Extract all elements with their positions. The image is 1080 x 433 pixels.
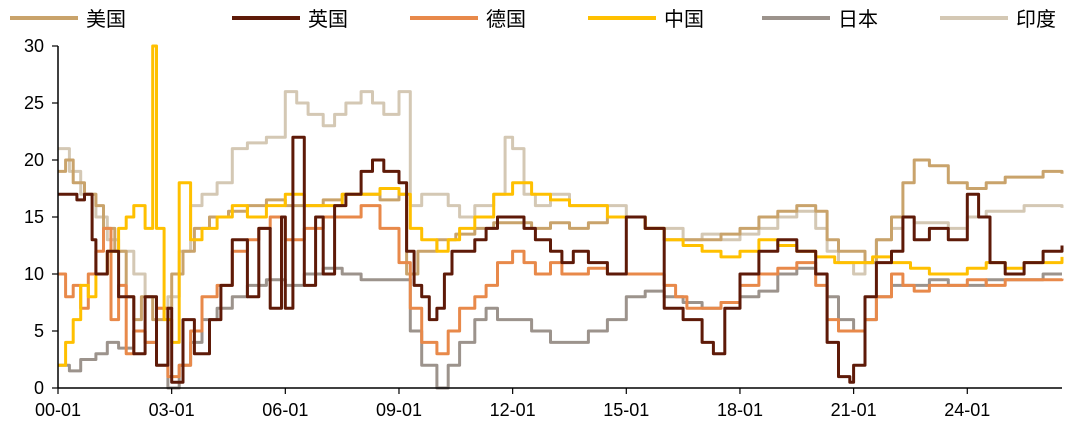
legend-label: 德国	[486, 7, 526, 31]
series-line-1	[58, 135, 1064, 384]
y-ticks: 0 5 10 15 20 25 30	[24, 36, 58, 398]
legend-label: 中国	[664, 7, 704, 31]
x-tick-label: 09-01	[376, 400, 422, 420]
legend: 美国 英国 德国 中国 日本 印度	[10, 7, 1056, 31]
series-line-3	[58, 44, 1064, 367]
y-tick-label: 15	[24, 207, 44, 227]
legend-label: 印度	[1016, 7, 1056, 31]
series-line-0	[58, 158, 1064, 322]
y-tick-label: 25	[24, 93, 44, 113]
x-tick-label: 24-01	[944, 400, 990, 420]
x-tick-label: 06-01	[262, 400, 308, 420]
y-tick-label: 20	[24, 150, 44, 170]
y-tick-label: 30	[24, 36, 44, 56]
x-tick-label: 18-01	[717, 400, 763, 420]
y-tick-label: 5	[34, 321, 44, 341]
y-tick-label: 10	[24, 264, 44, 284]
y-tick-label: 0	[34, 378, 44, 398]
x-tick-label: 03-01	[149, 400, 195, 420]
legend-label: 日本	[838, 7, 878, 31]
x-ticks: 00-01 03-01 06-01 09-01 12-01 15-01 18-01 21-01…	[35, 388, 990, 420]
x-tick-label: 21-01	[831, 400, 877, 420]
x-tick-label: 12-01	[490, 400, 536, 420]
x-tick-label: 15-01	[603, 400, 649, 420]
legend-label: 英国	[308, 7, 348, 31]
x-tick-label: 00-01	[35, 400, 81, 420]
series-line-2	[58, 204, 1064, 379]
series-lines	[58, 44, 1064, 390]
legend-label: 美国	[86, 7, 126, 31]
